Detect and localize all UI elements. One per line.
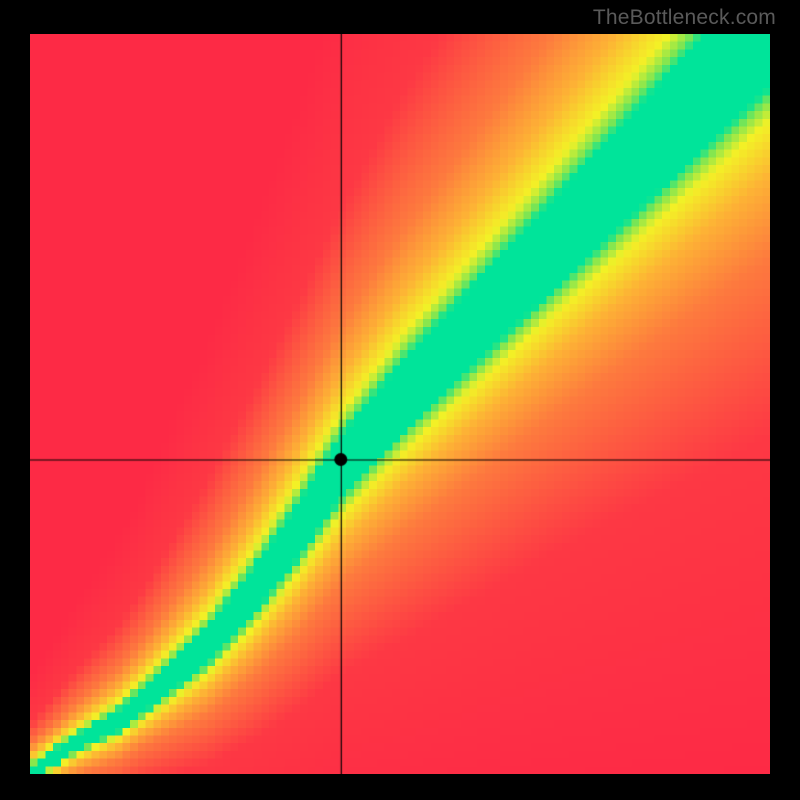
attribution-text: TheBottleneck.com — [593, 6, 776, 30]
figure-container: TheBottleneck.com — [0, 0, 800, 800]
crosshair-overlay — [30, 34, 770, 774]
